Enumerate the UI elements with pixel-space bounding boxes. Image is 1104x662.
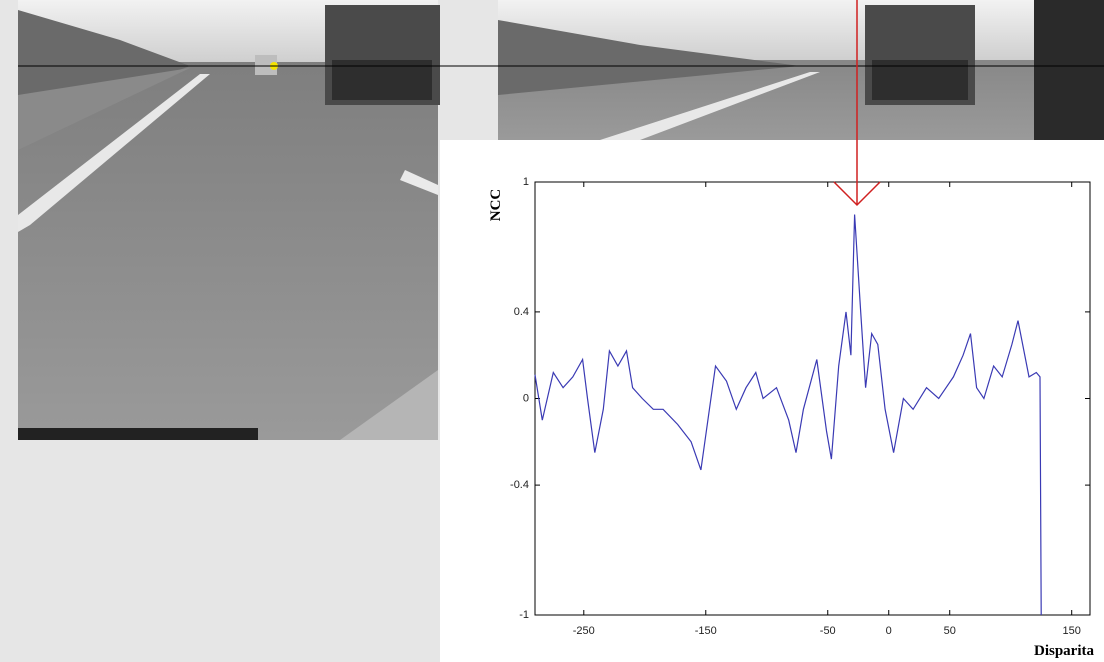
x-axis-label: Disparita	[1034, 643, 1095, 659]
page: {"chart_data": {"type": "line", "xlabel"…	[0, 0, 1104, 662]
x-tick-label: -150	[695, 625, 717, 637]
y-tick-label: -0.4	[510, 479, 529, 491]
y-tick-label: -1	[519, 609, 529, 621]
x-tick-label: 0	[886, 625, 892, 637]
x-tick-label: -50	[820, 625, 836, 637]
y-tick-label: 0	[523, 392, 529, 404]
y-tick-label: 1	[523, 176, 529, 188]
chart: -1 -0.4 0 0.4 1 -250 -150 -50 0 50 150 NCC Dispari…	[0, 0, 1104, 662]
x-tick-label: -250	[573, 625, 595, 637]
x-tick-label: 150	[1063, 625, 1081, 637]
y-axis-label: NCC	[488, 189, 504, 222]
y-tick-label: 0.4	[514, 306, 529, 318]
x-tick-label: 50	[944, 625, 956, 637]
right-camera-image	[498, 0, 1104, 140]
axes-box	[535, 182, 1090, 615]
